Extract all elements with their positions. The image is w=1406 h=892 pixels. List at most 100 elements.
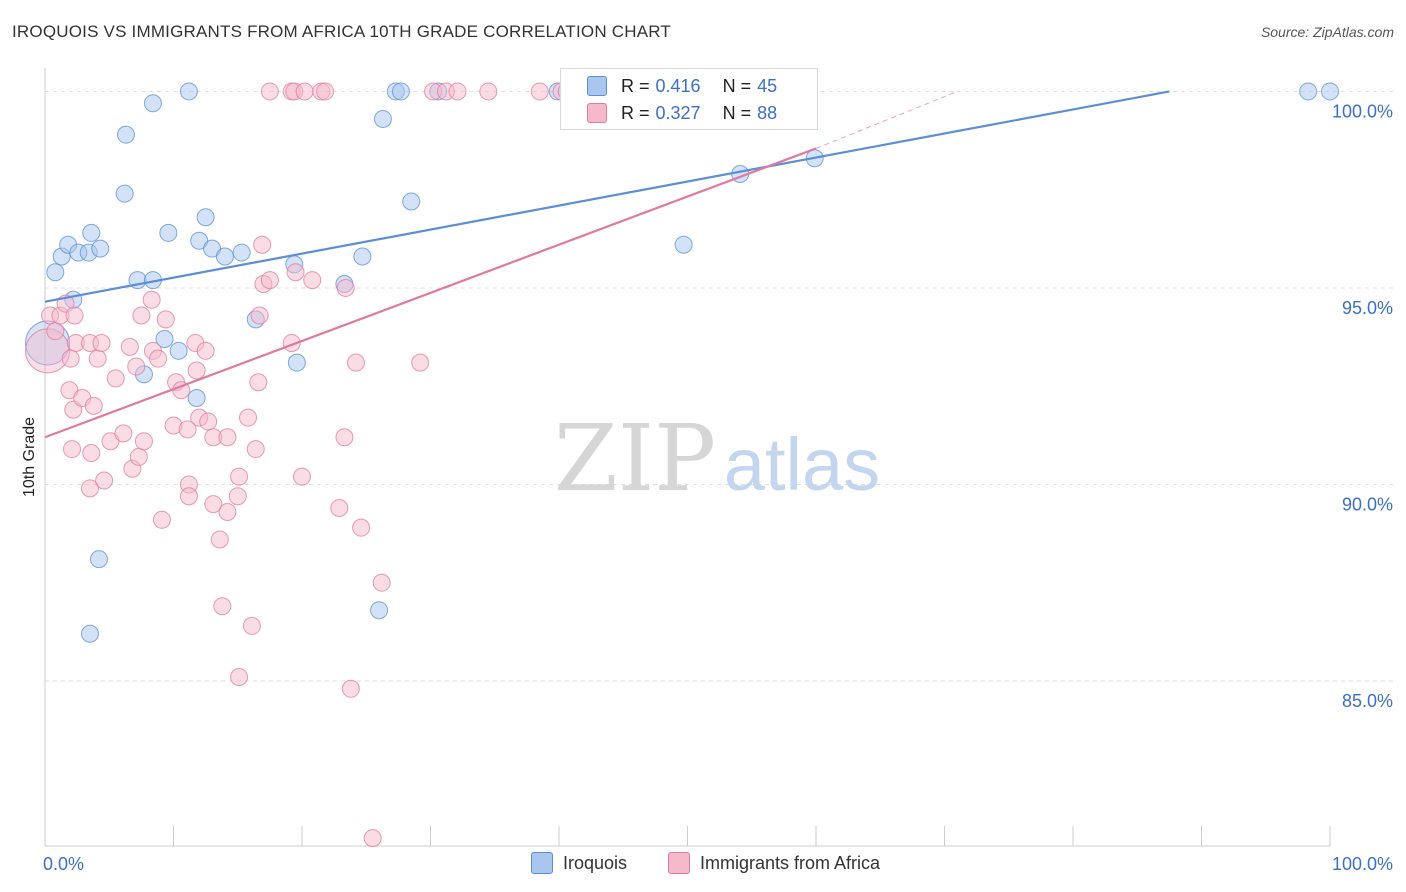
iroquois-point bbox=[1321, 82, 1339, 101]
africa-point bbox=[246, 440, 265, 459]
africa-point bbox=[303, 271, 322, 290]
africa-point bbox=[80, 479, 99, 498]
legend-n-value: 88 bbox=[757, 102, 778, 123]
iroquois-point bbox=[674, 235, 693, 254]
africa-point bbox=[372, 573, 391, 592]
chart-title: IROQUOIS VS IMMIGRANTS FROM AFRICA 10TH … bbox=[12, 22, 671, 41]
africa-point bbox=[250, 306, 269, 325]
trend-lines bbox=[44, 90, 1170, 439]
iroquois-point bbox=[91, 239, 110, 258]
x-tick-label: 0.0% bbox=[43, 854, 84, 874]
gridlines bbox=[45, 90, 1393, 682]
africa-point bbox=[335, 428, 354, 447]
africa-point bbox=[84, 396, 103, 415]
africa-point bbox=[530, 82, 549, 101]
africa-point bbox=[352, 518, 371, 537]
africa-point bbox=[120, 337, 139, 356]
iroquois-point bbox=[116, 125, 135, 144]
africa-point bbox=[230, 467, 249, 486]
iroquois-point bbox=[1299, 82, 1318, 101]
africa-point bbox=[92, 333, 111, 352]
africa-point bbox=[178, 420, 197, 439]
iroquois-point bbox=[215, 247, 234, 266]
africa-point bbox=[228, 487, 247, 506]
iroquois-point bbox=[196, 208, 215, 227]
iroquois-trend-line bbox=[44, 90, 1170, 303]
africa-point bbox=[106, 369, 125, 388]
watermark-atlas: atlas bbox=[724, 423, 880, 506]
y-tick-label: 90.0% bbox=[1342, 494, 1393, 514]
iroquois-point bbox=[115, 184, 134, 203]
africa-point bbox=[179, 487, 198, 506]
africa-point bbox=[218, 428, 237, 447]
iroquois-point bbox=[82, 223, 101, 242]
y-tick-label: 95.0% bbox=[1342, 298, 1393, 318]
africa-point bbox=[341, 679, 360, 698]
legend-r-label: R = bbox=[621, 75, 650, 96]
bottom-legend-africa: Immigrants from Africa bbox=[668, 852, 880, 874]
africa-point bbox=[260, 271, 279, 290]
y-tick-label: 100.0% bbox=[1332, 101, 1393, 121]
africa-point bbox=[204, 495, 223, 514]
africa-point bbox=[260, 82, 279, 101]
bottom-legend-iroquois: Iroquois bbox=[531, 852, 627, 874]
iroquois-point bbox=[187, 388, 206, 407]
legend-swatch-iroquois bbox=[587, 76, 607, 96]
x-tick-label: 100.0% bbox=[1332, 854, 1393, 874]
africa-point bbox=[132, 306, 151, 325]
africa-point bbox=[363, 829, 382, 848]
africa-point bbox=[230, 668, 249, 687]
africa-point bbox=[295, 82, 314, 101]
africa-point bbox=[114, 424, 133, 443]
stats-legend: R = 0.416 N = 45 R = 0.327 N = 88 bbox=[560, 68, 818, 130]
bottom-legend-swatch-africa bbox=[668, 852, 690, 874]
legend-n-value: 45 bbox=[757, 75, 778, 96]
africa-point bbox=[218, 502, 237, 521]
iroquois-point bbox=[46, 263, 65, 282]
africa-point bbox=[82, 444, 101, 462]
legend-r-label: R = bbox=[621, 102, 650, 123]
iroquois-point bbox=[391, 82, 410, 101]
africa-point bbox=[286, 263, 305, 282]
africa-trend-extension bbox=[815, 90, 958, 149]
africa-point bbox=[46, 322, 65, 341]
africa-point bbox=[95, 471, 114, 490]
africa-point bbox=[156, 310, 175, 329]
legend-r-value: 0.327 bbox=[655, 102, 701, 123]
iroquois-point bbox=[89, 550, 108, 569]
africa-point bbox=[411, 353, 430, 372]
africa-point bbox=[346, 353, 365, 372]
legend-row-africa: R = 0.327 N = 88 bbox=[587, 100, 777, 126]
bottom-legend-label: Iroquois bbox=[563, 852, 628, 873]
africa-point bbox=[152, 510, 171, 529]
africa-point bbox=[61, 349, 80, 368]
africa-point bbox=[336, 278, 355, 297]
africa-point bbox=[249, 373, 268, 392]
y-axis-label: 10th Grade bbox=[21, 417, 38, 497]
legend-row-iroquois: R = 0.416 N = 45 bbox=[587, 73, 777, 99]
africa-trend-line bbox=[44, 147, 817, 439]
y-tick-label: 85.0% bbox=[1342, 691, 1393, 711]
africa-point bbox=[199, 412, 218, 431]
africa-point bbox=[330, 499, 349, 518]
legend-r-value: 0.416 bbox=[655, 75, 701, 96]
source-label: Source: ZipAtlas.com bbox=[1260, 24, 1394, 40]
iroquois-point bbox=[169, 341, 188, 360]
africa-point bbox=[479, 82, 498, 101]
iroquois-point bbox=[143, 94, 162, 113]
africa-point bbox=[253, 235, 272, 254]
africa-point bbox=[316, 82, 335, 101]
iroquois-point bbox=[159, 223, 178, 242]
iroquois-point bbox=[373, 109, 392, 128]
africa-point bbox=[210, 530, 229, 549]
tick-labels: 85.0% 90.0% 95.0% 100.0% 0.0% 100.0% bbox=[43, 101, 1393, 874]
africa-point bbox=[88, 349, 107, 368]
africa-point bbox=[242, 616, 261, 635]
iroquois-point bbox=[80, 624, 99, 643]
africa-point bbox=[448, 82, 467, 101]
africa-point bbox=[187, 361, 206, 380]
iroquois-point bbox=[155, 330, 174, 349]
africa-point bbox=[149, 349, 168, 368]
africa-point bbox=[134, 432, 153, 451]
